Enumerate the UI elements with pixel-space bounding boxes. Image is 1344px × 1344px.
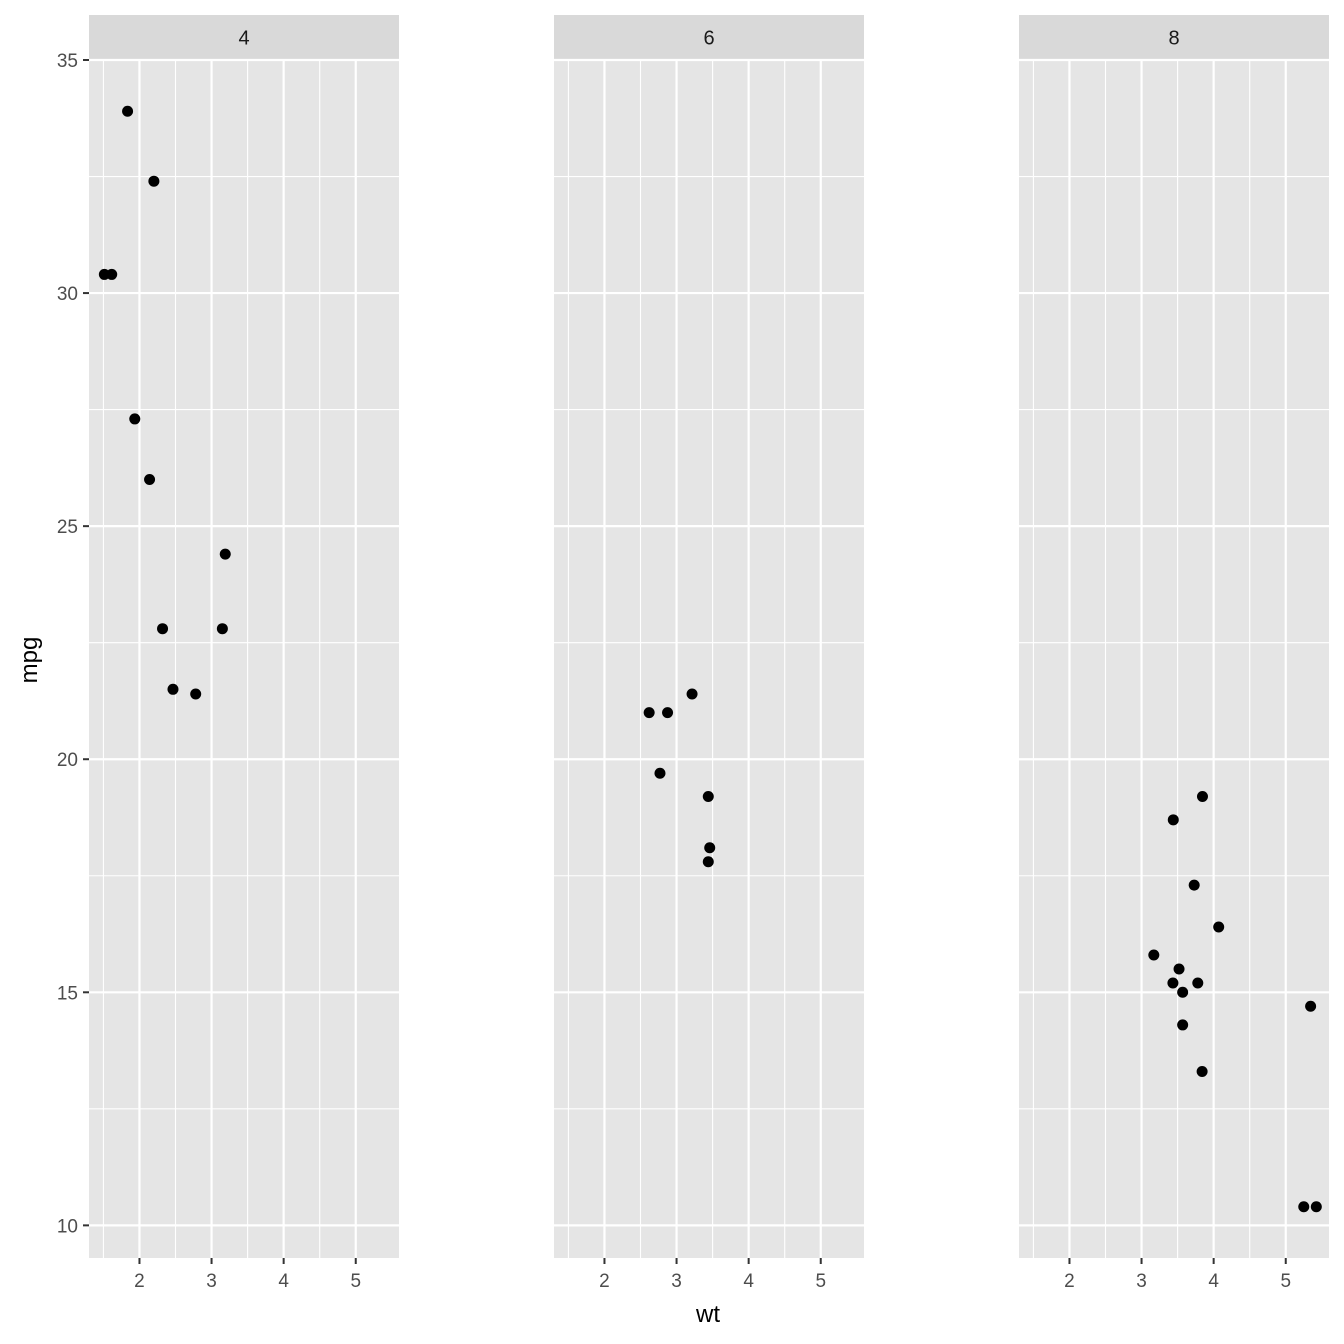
x-tick-label: 5: [815, 1271, 826, 1292]
data-point: [167, 683, 179, 695]
data-point: [1298, 1201, 1310, 1213]
data-point: [1177, 986, 1189, 998]
facet-strip-label: 4: [238, 28, 249, 50]
facet-strip-label: 6: [703, 28, 714, 50]
y-tick-label: 10: [57, 1216, 78, 1237]
y-tick-label: 20: [57, 750, 78, 771]
facet-strip: [554, 15, 864, 60]
x-tick-label: 4: [278, 1271, 289, 1292]
panels: 4 2 3 4 5 6 2 3 4 5 8 2 3 4 5: [89, 15, 1329, 1292]
x-tick-label: 4: [743, 1271, 754, 1292]
x-tick-label: 3: [671, 1271, 682, 1292]
data-point: [1167, 977, 1179, 989]
data-point: [643, 707, 655, 719]
x-tick-label: 2: [1064, 1271, 1075, 1292]
y-tick-label: 30: [57, 284, 78, 305]
data-point: [144, 474, 156, 486]
y-tick-label: 15: [57, 983, 78, 1004]
data-point: [98, 268, 110, 280]
data-point: [686, 688, 698, 700]
data-point: [702, 856, 714, 868]
y-tick-label: 25: [57, 517, 78, 538]
facet-strip-label: 8: [1168, 28, 1179, 50]
panel-background: [89, 60, 399, 1258]
x-tick-label: 3: [1136, 1271, 1147, 1292]
x-tick-label: 3: [206, 1271, 217, 1292]
data-point: [1173, 963, 1185, 975]
data-point: [1196, 791, 1208, 803]
y-tick-label: 35: [57, 51, 78, 72]
facet-panel-8: 8 2 3 4 5: [1019, 15, 1329, 1292]
x-tick-label: 5: [1280, 1271, 1291, 1292]
x-tick-label: 4: [1208, 1271, 1219, 1292]
data-point: [1305, 1000, 1317, 1012]
panel-background: [554, 60, 864, 1258]
data-point: [1192, 977, 1204, 989]
facet-panel-4: 4 2 3 4 5: [89, 15, 399, 1292]
data-point: [219, 548, 231, 560]
data-point: [122, 105, 134, 117]
data-point: [1188, 879, 1200, 891]
data-point: [704, 842, 716, 854]
data-point: [148, 175, 160, 187]
x-tick-label: 5: [350, 1271, 361, 1292]
facet-strip: [89, 15, 399, 60]
data-point: [1167, 814, 1179, 826]
x-tick-label: 2: [599, 1271, 610, 1292]
data-point: [157, 623, 169, 635]
data-point: [1213, 921, 1225, 933]
data-point: [654, 767, 666, 779]
x-tick-label: 2: [134, 1271, 145, 1292]
facet-panel-6: 6 2 3 4 5: [554, 15, 864, 1292]
data-point: [662, 707, 674, 719]
data-point: [190, 688, 202, 700]
data-point: [1196, 1066, 1208, 1078]
data-point: [1177, 1019, 1189, 1031]
y-axis-title: mpg: [16, 637, 43, 684]
data-point: [1310, 1201, 1322, 1213]
x-axis-title: wt: [695, 1301, 720, 1328]
data-point: [216, 623, 228, 635]
facet-strip: [1019, 15, 1329, 60]
data-point: [1148, 949, 1160, 961]
y-axis: 10 15 20 25 30 35: [57, 51, 89, 1237]
panel-background: [1019, 60, 1329, 1258]
data-point: [129, 413, 141, 425]
data-point: [702, 791, 714, 803]
